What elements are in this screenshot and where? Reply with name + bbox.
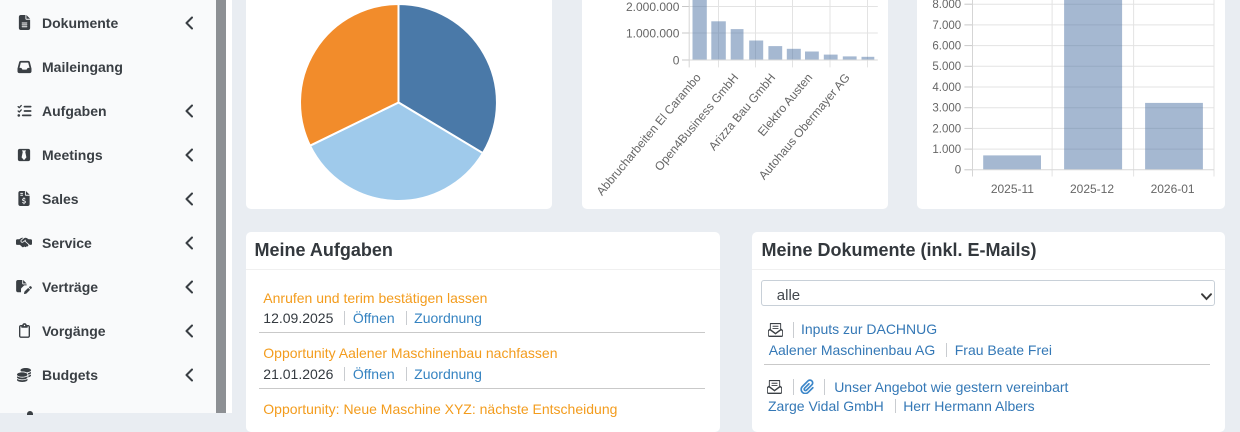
svg-text:6.000: 6.000 [932, 41, 961, 53]
svg-text:3.000: 3.000 [932, 103, 961, 115]
svg-text:1.000.000: 1.000.000 [626, 26, 680, 40]
svg-text:5.000: 5.000 [932, 61, 961, 73]
svg-text:2.000: 2.000 [932, 123, 961, 135]
svg-text:1.000: 1.000 [932, 144, 961, 156]
svg-text:2.000.000: 2.000.000 [626, 0, 680, 14]
svg-text:4.000: 4.000 [932, 82, 961, 94]
svg-text:2026-01: 2026-01 [1151, 182, 1195, 196]
svg-text:2025-11: 2025-11 [991, 182, 1034, 196]
svg-text:2025-12: 2025-12 [1070, 182, 1114, 196]
svg-text:0: 0 [955, 165, 961, 177]
svg-text:Arizza Bau GmbH: Arizza Bau GmbH [705, 71, 777, 154]
svg-text:8.000: 8.000 [932, 0, 961, 11]
svg-text:0: 0 [672, 53, 679, 67]
svg-text:7.000: 7.000 [932, 20, 961, 32]
